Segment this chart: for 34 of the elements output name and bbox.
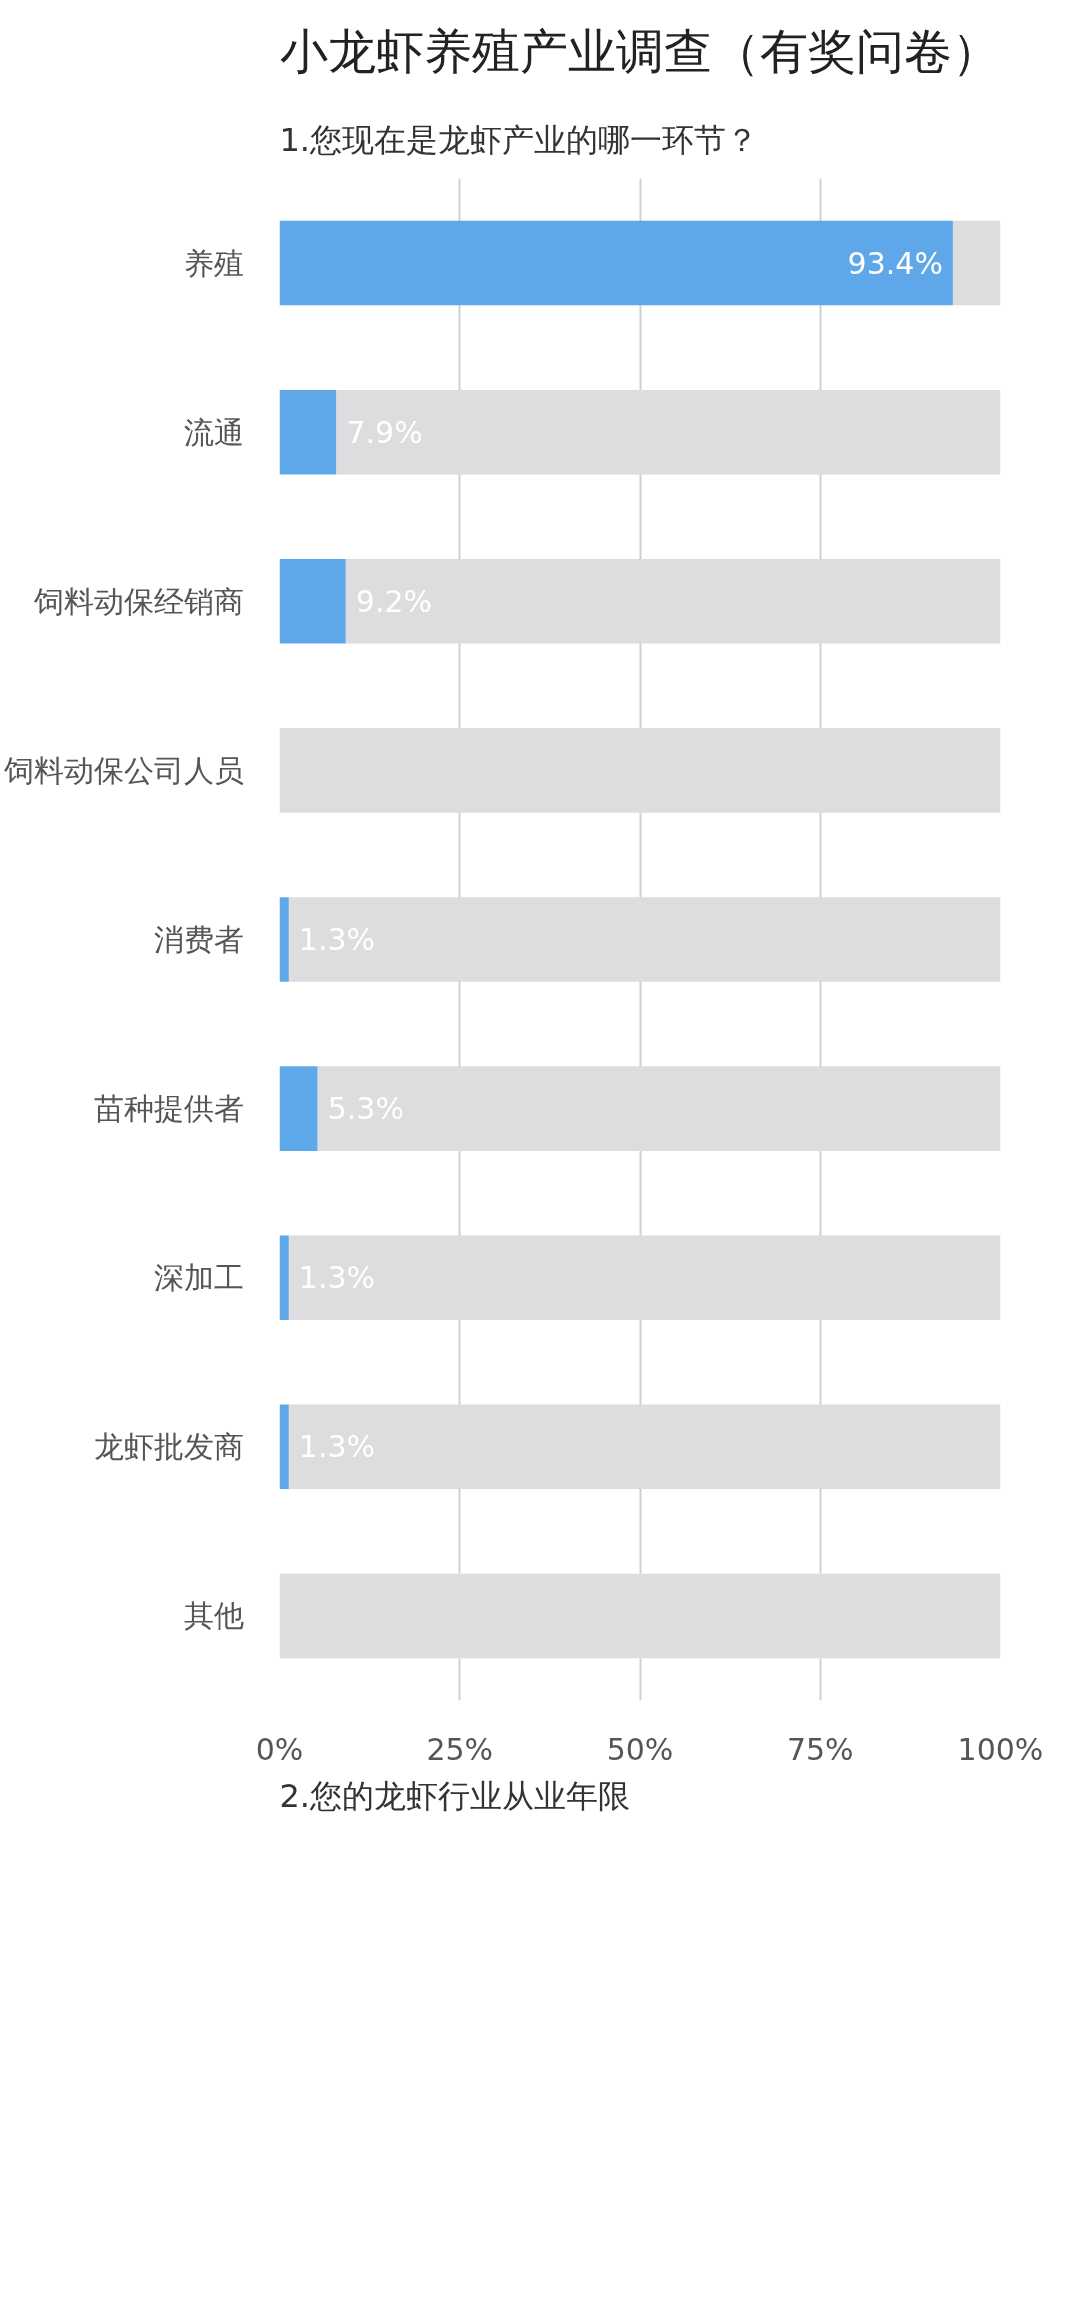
- x-tick-label: 0%: [255, 1731, 304, 1767]
- y-tick-label: 消费者: [153, 922, 244, 957]
- bar: [279, 728, 1001, 813]
- y-tick-label: 饲料动保经销商: [32, 583, 244, 619]
- y-tick-label: 苗种提供者: [93, 1091, 244, 1127]
- bar: [336, 389, 1001, 475]
- bar: [288, 1404, 1001, 1490]
- bar: [279, 897, 289, 982]
- bar: [279, 1404, 289, 1490]
- bar: [345, 559, 1001, 644]
- text: 2.您的龙虾行业从业年限: [279, 1776, 631, 1815]
- bar: [279, 220, 953, 306]
- y-tick-label: 饲料动保公司人员: [2, 752, 244, 788]
- x-tick-label: 75%: [786, 1731, 854, 1767]
- bar: [952, 220, 1001, 306]
- y-tick-label: 流通: [183, 414, 244, 450]
- bar: [288, 897, 1001, 982]
- data-label: 93.4%: [847, 245, 943, 281]
- x-tick-label: 100%: [957, 1731, 1044, 1767]
- x-tick-label: 50%: [606, 1731, 674, 1767]
- bar: [279, 1235, 289, 1320]
- y-tick-label: 其他: [183, 1598, 244, 1634]
- y-tick-label: 养殖: [183, 245, 244, 281]
- bar: [288, 1235, 1001, 1320]
- x-tick-label: 25%: [426, 1731, 494, 1767]
- chart-subtitle: 1.您现在是龙虾产业的哪一环节？: [279, 120, 759, 159]
- chart-title: 小龙虾养殖产业调查（有奖问卷）: [279, 22, 1000, 79]
- bar: [279, 389, 337, 475]
- bar: [279, 1066, 318, 1151]
- y-tick-label: 龙虾批发商: [93, 1429, 244, 1465]
- bar: [279, 1573, 1001, 1659]
- bar: [317, 1066, 1001, 1151]
- bar: [279, 559, 346, 644]
- y-tick-label: 深加工: [153, 1260, 244, 1296]
